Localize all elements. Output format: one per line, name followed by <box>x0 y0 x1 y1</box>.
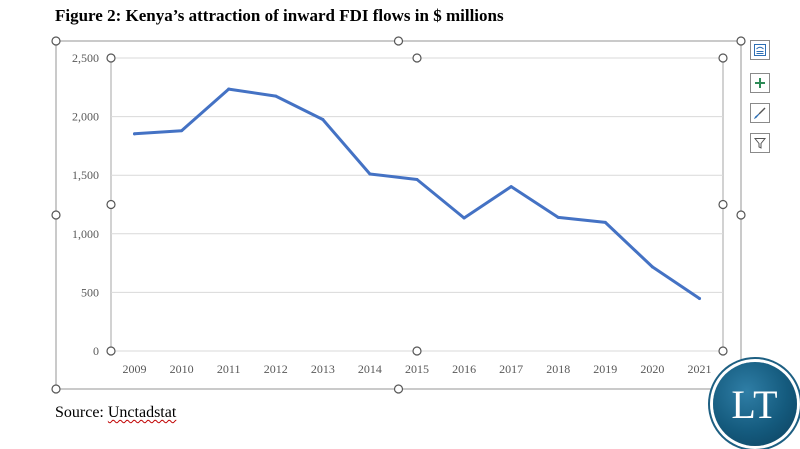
chart-area-frame <box>55 40 742 390</box>
data-point <box>556 215 560 219</box>
x-tick-label: 2011 <box>217 362 241 376</box>
site-logo: LT <box>713 362 797 446</box>
data-point <box>509 185 513 189</box>
x-tick-label: 2009 <box>123 362 147 376</box>
source-prefix: Source: <box>55 404 108 421</box>
logo-text: LT <box>731 381 779 427</box>
y-tick-label: 1,000 <box>72 227 99 241</box>
x-tick-label: 2020 <box>640 362 664 376</box>
x-tick-label: 2016 <box>452 362 476 376</box>
chart-area-handle <box>51 384 61 394</box>
data-point <box>321 118 325 122</box>
x-tick-label: 2013 <box>311 362 335 376</box>
data-point <box>133 132 137 136</box>
chart-area-handle <box>736 210 746 220</box>
data-point <box>227 87 231 91</box>
chart-area-handle <box>51 210 61 220</box>
data-point <box>462 216 466 220</box>
plot-area-handle <box>718 53 728 63</box>
data-point <box>368 172 372 176</box>
x-tick-label: 2015 <box>405 362 429 376</box>
plot-area-handle <box>412 53 422 63</box>
plot-area-handle <box>106 346 116 356</box>
x-tick-label: 2014 <box>358 362 382 376</box>
layout-options-icon[interactable] <box>750 40 770 60</box>
y-tick-label: 2,500 <box>72 51 99 65</box>
chart-area-handle <box>51 36 61 46</box>
data-point <box>650 265 654 269</box>
plot-area-handle <box>106 53 116 63</box>
chart-area-handle <box>393 36 404 46</box>
chart-filters-funnel-icon[interactable] <box>750 133 770 153</box>
data-point <box>274 94 278 98</box>
source-link[interactable]: Unctadstat <box>107 404 177 421</box>
plot-area-handle <box>106 199 116 210</box>
x-tick-label: 2012 <box>264 362 288 376</box>
chart-area-handle <box>393 384 404 394</box>
chart-elements-plus-icon[interactable] <box>750 73 770 93</box>
source-note: Source: Unctadstat <box>55 404 176 422</box>
data-point <box>603 220 607 224</box>
y-tick-label: 500 <box>81 285 99 299</box>
plot-area-handle <box>718 346 728 356</box>
x-tick-label: 2017 <box>499 362 523 376</box>
x-tick-label: 2021 <box>687 362 711 376</box>
x-tick-label: 2019 <box>593 362 617 376</box>
plot-area-handle <box>718 199 728 210</box>
plot-area-handle <box>412 346 422 356</box>
x-tick-label: 2010 <box>170 362 194 376</box>
data-point <box>180 129 184 133</box>
y-tick-label: 2,000 <box>72 110 99 124</box>
y-tick-label: 1,500 <box>72 168 99 182</box>
x-tick-label: 2018 <box>546 362 570 376</box>
figure-title: Figure 2: Kenya’s attraction of inward F… <box>55 6 504 25</box>
y-tick-label: 0 <box>93 344 99 358</box>
data-point <box>415 178 419 182</box>
chart-area-handle <box>736 36 746 46</box>
chart-styles-brush-icon[interactable] <box>750 103 770 123</box>
data-point <box>697 296 701 300</box>
